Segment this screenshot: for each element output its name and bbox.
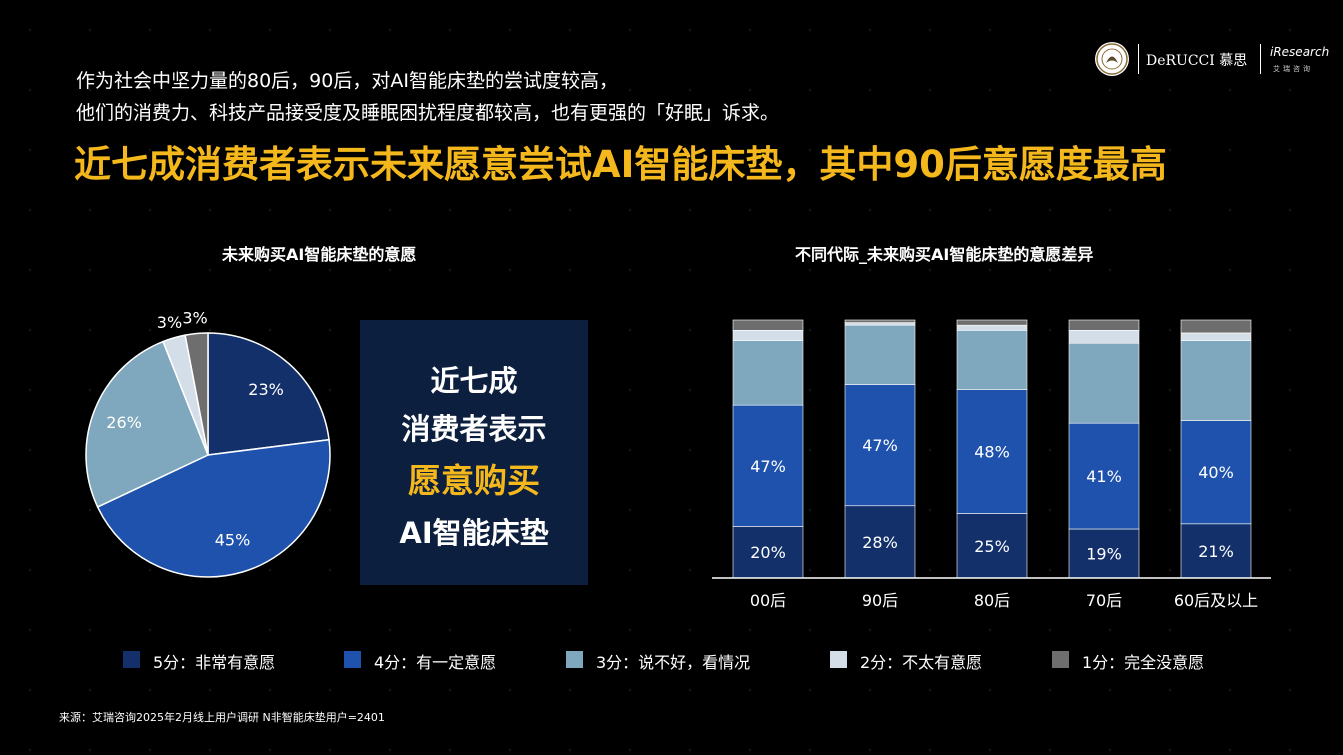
bar-segment-2 (844, 322, 916, 326)
bar-segment-2 (1180, 332, 1252, 341)
x-tick-label: 80后 (974, 591, 1010, 610)
x-tick-label: 00后 (750, 591, 786, 610)
bar-segment-1 (1180, 319, 1252, 334)
callout-line-2: 消费者表示 (401, 412, 547, 446)
bar-segment-3 (732, 340, 804, 406)
bar-data-label: 41% (1086, 467, 1122, 486)
legend-label: 2分：不太有意愿 (860, 653, 983, 672)
slice-not-willing (184, 332, 209, 456)
slice-somewhat-willing (96, 438, 331, 578)
pie-data-label: 23% (248, 380, 284, 399)
logo-divider (1260, 44, 1261, 74)
bar-data-label: 21% (1198, 542, 1234, 561)
bar-segment-2 (956, 324, 1028, 331)
source-note: 来源：艾瑞咨询2025年2月线上用户调研 N非智能床垫用户=2401 (59, 711, 385, 724)
bar-segment-5 (732, 526, 804, 579)
bar-segment-1 (844, 319, 916, 323)
legend-label: 5分：非常有意愿 (153, 653, 276, 672)
bar-segment-2 (1068, 330, 1140, 344)
bar-data-label: 47% (862, 436, 898, 455)
iresearch-logo: iResearch (1270, 45, 1330, 59)
x-tick-label: 90后 (862, 591, 898, 610)
bar-segment-3 (1068, 342, 1140, 424)
bar-segment-1 (1068, 319, 1140, 331)
slice-unsure (85, 340, 209, 508)
bar-data-label: 40% (1198, 463, 1234, 482)
derucci-seal-icon (1095, 42, 1129, 76)
pie-data-label: 26% (106, 413, 142, 432)
bar-segment-4 (732, 404, 804, 527)
bar-segment-3 (1180, 340, 1252, 421)
bar-segment-4 (1068, 422, 1140, 530)
legend-swatch (830, 651, 847, 668)
bar-segment-4 (844, 384, 916, 507)
legend-swatch (344, 651, 361, 668)
bar-segment-5 (1180, 523, 1252, 579)
legend-label: 3分：说不好，看情况 (596, 653, 751, 672)
legend: 5分：非常有意愿 4分：有一定意愿 3分：说不好，看情况 2分：不太有意愿 1分… (0, 648, 1343, 672)
bar-segment-4 (956, 389, 1028, 514)
pie-chart-title: 未来购买AI智能床垫的意愿 (222, 245, 417, 264)
x-tick-label: 60后及以上 (1174, 591, 1258, 610)
bar-segment-5 (1068, 528, 1140, 579)
intro-line-1: 作为社会中坚力量的80后，90后，对AI智能床垫的尝试度较高， (76, 70, 618, 92)
callout-line-1: 近七成 (430, 364, 518, 398)
legend-swatch (566, 651, 583, 668)
bar-segment-5 (844, 505, 916, 579)
x-tick-label: 70后 (1086, 591, 1122, 610)
bar-segment-4 (1180, 420, 1252, 525)
bar-data-label: 28% (862, 533, 898, 552)
bar-data-label: 19% (1086, 544, 1122, 563)
pie-data-label: 45% (215, 530, 251, 549)
derucci-logo: DeRUCCI 慕思 (1146, 53, 1248, 69)
intro-line-2: 他们的消费力、科技产品接受度及睡眠困扰程度都较高，也有更强的「好眠」诉求。 (76, 102, 780, 124)
legend-label: 1分：完全没意愿 (1082, 653, 1205, 672)
logo-divider (1138, 44, 1139, 74)
bar-chart-title: 不同代际_未来购买AI智能床垫的意愿差异 (795, 245, 1094, 264)
headline: 近七成消费者表示未来愿意尝试AI智能床垫，其中90后意愿度最高 (74, 143, 1167, 186)
pie-data-label: 3% (182, 309, 207, 328)
bar-segment-1 (956, 319, 1028, 326)
slice-very-willing (207, 332, 330, 456)
legend-swatch (1052, 651, 1069, 668)
bar-segment-2 (732, 330, 804, 341)
bar-segment-3 (844, 324, 916, 385)
iresearch-logo-sub: 艾瑞咨询 (1273, 65, 1313, 73)
pie-data-label: 3% (157, 313, 182, 332)
legend-label: 4分：有一定意愿 (374, 653, 497, 672)
legend-swatch (123, 651, 140, 668)
callout-line-3: 愿意购买 (408, 461, 540, 500)
bar-segment-5 (956, 513, 1028, 579)
bar-data-label: 48% (974, 443, 1010, 462)
logo-group: DeRUCCI 慕思 iResearch 艾瑞咨询 (1092, 40, 1332, 78)
bar-segment-1 (732, 319, 804, 331)
bar-segment-3 (956, 330, 1028, 390)
bar-data-label: 25% (974, 537, 1010, 556)
bar-data-label: 20% (750, 543, 786, 562)
bar-data-label: 47% (750, 457, 786, 476)
callout-box: 近七成 消费者表示 愿意购买 AI智能床垫 (360, 320, 588, 585)
callout-line-4: AI智能床垫 (399, 516, 549, 550)
